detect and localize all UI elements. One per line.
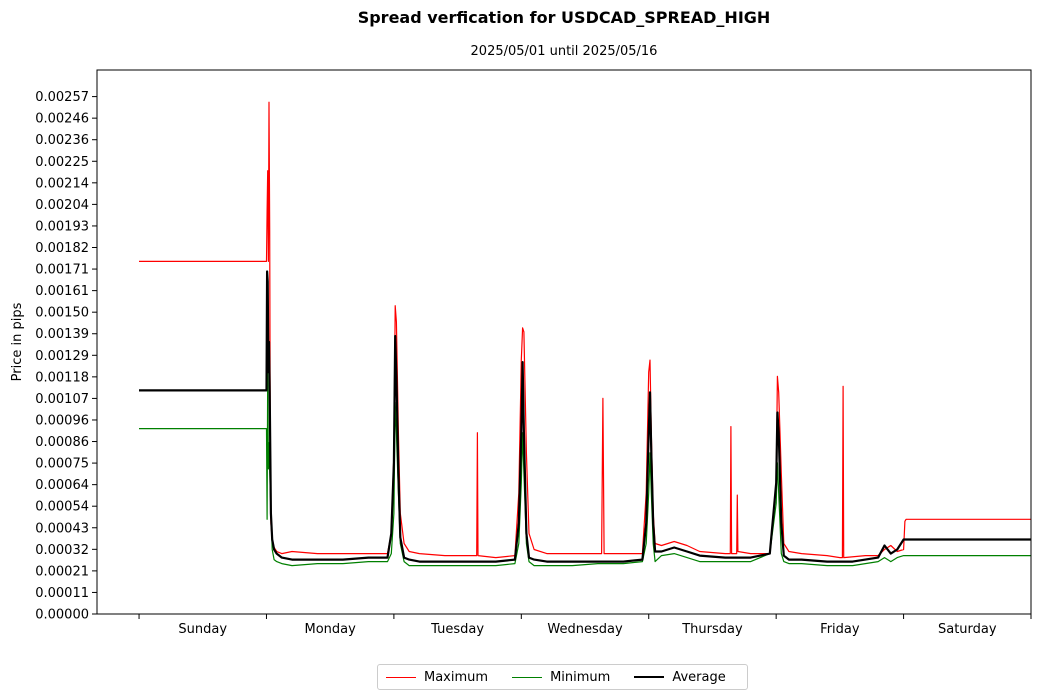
y-tick-label: 0.00193 (35, 219, 89, 234)
chart-legend: Maximum Minimum Average (377, 664, 748, 690)
x-tick-label: Friday (820, 622, 860, 637)
legend-swatch-average (634, 676, 665, 678)
y-tick-label: 0.00064 (35, 478, 89, 493)
y-tick-label: 0.00000 (35, 608, 89, 623)
y-tick-label: 0.00054 (35, 500, 89, 515)
y-tick-label: 0.00257 (35, 90, 89, 105)
legend-item-minimum: Minimum (512, 670, 610, 685)
x-tick-label: Tuesday (430, 622, 484, 637)
series-line-maximum (139, 101, 1031, 559)
line-chart: 0.00000 0.00011 0.00021 0.00032 0.00043 0.000… (10, 69, 1032, 637)
y-tick-label: 0.00043 (35, 521, 89, 536)
legend-label-minimum: Minimum (550, 669, 611, 685)
y-tick-label: 0.00075 (35, 457, 89, 472)
legend-item-average: Average (634, 669, 726, 685)
y-tick-label: 0.00107 (35, 392, 89, 407)
x-tick-label: Wednesday (547, 622, 623, 637)
y-tick-label: 0.00204 (35, 198, 89, 213)
x-tick-label: Monday (305, 622, 357, 637)
y-tick-label: 0.00129 (35, 349, 89, 364)
x-tick-label: Saturday (938, 622, 997, 637)
series-line-minimum (139, 371, 1031, 567)
y-tick-label: 0.00246 (35, 112, 89, 127)
x-tick-label: Thursday (681, 622, 743, 637)
chart-title: Spread verfication for USDCAD_SPREAD_HIG… (357, 8, 771, 27)
legend-swatch-maximum (386, 676, 416, 678)
y-tick-label: 0.00150 (35, 306, 89, 321)
legend-swatch-minimum (512, 676, 543, 678)
y-tick-label: 0.00118 (35, 370, 89, 385)
y-tick-label: 0.00032 (35, 543, 89, 558)
y-tick-label: 0.00171 (35, 263, 89, 278)
chart-subtitle: 2025/05/01 until 2025/05/16 (470, 44, 658, 59)
y-tick-label: 0.00214 (35, 176, 89, 191)
y-tick-label: 0.00096 (35, 413, 89, 428)
y-axis-label: Price in pips (10, 302, 25, 381)
y-tick-label: 0.00225 (35, 155, 89, 170)
series-line-average (139, 270, 1031, 563)
legend-label-average: Average (672, 669, 726, 685)
legend-label-maximum: Maximum (424, 669, 489, 685)
y-tick-label: 0.00236 (35, 133, 89, 148)
y-tick-label: 0.00021 (35, 564, 89, 579)
y-tick-label: 0.00139 (35, 327, 89, 342)
legend-item-maximum: Maximum (386, 670, 488, 685)
y-tick-label: 0.00182 (35, 241, 89, 256)
y-tick-label: 0.00011 (35, 586, 89, 601)
y-tick-label: 0.00086 (35, 435, 89, 450)
plot-frame (96, 69, 1032, 615)
y-tick-label: 0.00161 (35, 284, 89, 299)
x-tick-label: Sunday (178, 622, 227, 637)
